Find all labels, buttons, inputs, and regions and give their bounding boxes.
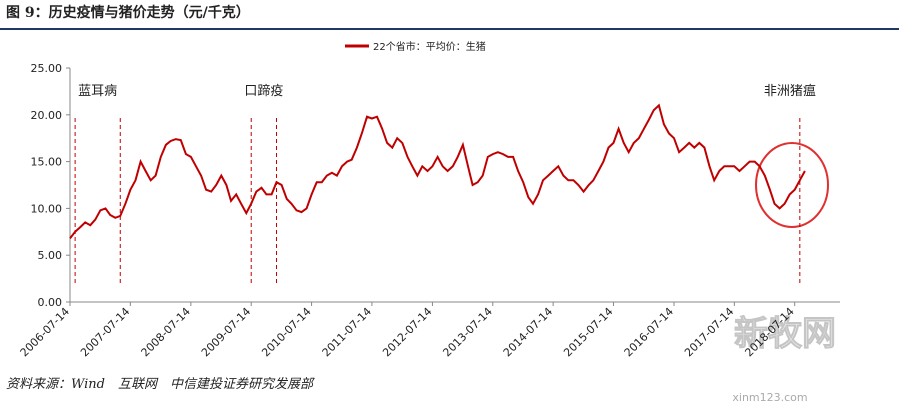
x-tick-label: 2013-07-14 bbox=[440, 305, 494, 359]
y-tick-label: 20.00 bbox=[31, 109, 63, 122]
y-tick-label: 5.00 bbox=[38, 249, 63, 262]
y-tick-label: 10.00 bbox=[31, 202, 63, 215]
annotation: 非洲猪瘟 bbox=[764, 83, 816, 99]
y-tick-label: 15.00 bbox=[31, 156, 63, 169]
x-tick-label: 2014-07-14 bbox=[501, 305, 555, 359]
x-tick-label: 2016-07-14 bbox=[622, 305, 676, 359]
x-tick-label: 2017-07-14 bbox=[682, 305, 736, 359]
x-tick-label: 2011-07-14 bbox=[320, 305, 374, 359]
y-tick-label: 25.00 bbox=[31, 62, 63, 75]
y-tick-label: 0.00 bbox=[38, 296, 63, 309]
series-line bbox=[69, 103, 806, 240]
x-tick-label: 2007-07-14 bbox=[78, 305, 132, 359]
annotation: 蓝耳病 bbox=[78, 84, 117, 99]
x-tick-label: 2009-07-14 bbox=[199, 305, 253, 359]
source: 资料来源：Wind 互联网 中信建投证券研究发展部 bbox=[6, 376, 315, 392]
watermark-url: xinm123.com bbox=[732, 391, 807, 404]
x-tick-label: 2008-07-14 bbox=[139, 305, 193, 359]
x-tick-label: 2012-07-14 bbox=[380, 305, 434, 359]
highlight-circle bbox=[755, 142, 829, 228]
watermark: 新牧网 bbox=[734, 314, 836, 354]
annotation: 口蹄疫 bbox=[244, 83, 283, 99]
x-tick-label: 2015-07-14 bbox=[561, 305, 615, 359]
legend-label: 22个省市：平均价：生猪 bbox=[373, 40, 486, 53]
chart-title: 图 9：历史疫情与猪价走势（元/千克） bbox=[6, 4, 250, 21]
x-tick-label: 2010-07-14 bbox=[259, 305, 313, 359]
x-tick-label: 2006-07-14 bbox=[18, 305, 72, 359]
